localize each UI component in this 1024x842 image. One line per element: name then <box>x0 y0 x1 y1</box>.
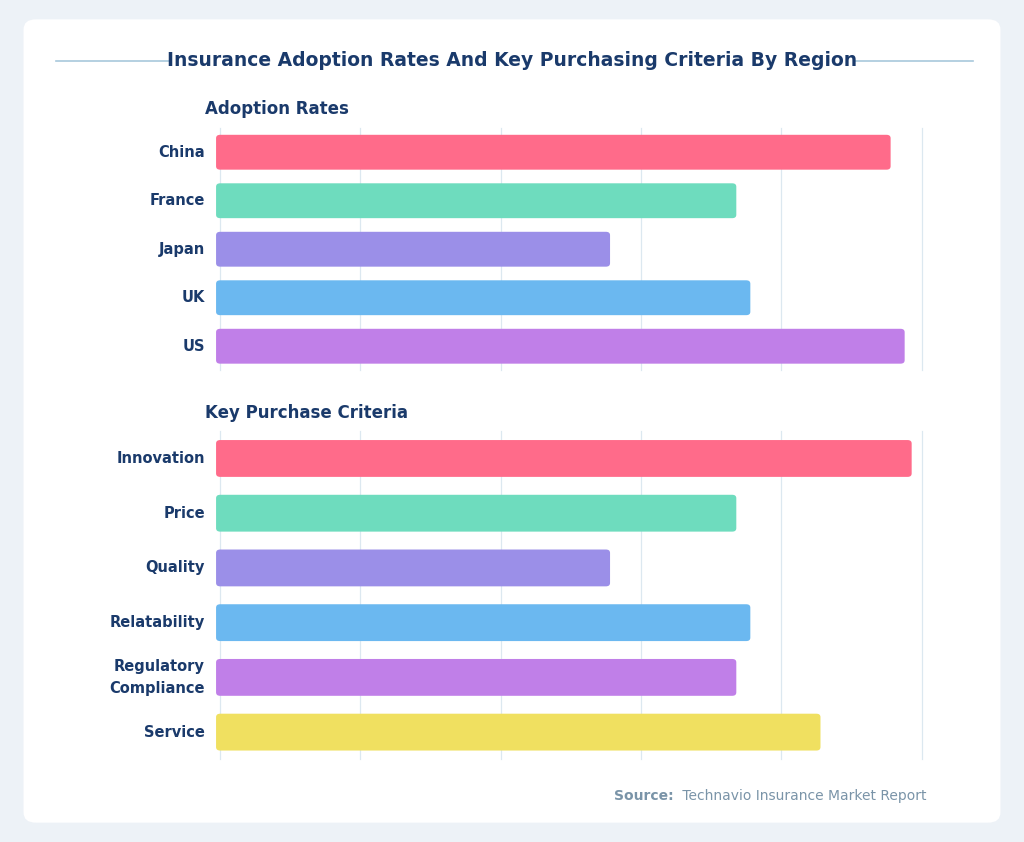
FancyBboxPatch shape <box>216 714 820 750</box>
Text: Innovation: Innovation <box>117 451 205 466</box>
FancyBboxPatch shape <box>216 232 610 267</box>
Text: UK: UK <box>181 290 205 306</box>
Text: Insurance Adoption Rates And Key Purchasing Criteria By Region: Insurance Adoption Rates And Key Purchas… <box>167 51 857 70</box>
Text: Adoption Rates: Adoption Rates <box>205 100 349 119</box>
FancyBboxPatch shape <box>216 605 751 641</box>
Text: Japan: Japan <box>159 242 205 257</box>
Text: Compliance: Compliance <box>110 681 205 695</box>
Text: China: China <box>158 145 205 160</box>
Text: Regulatory: Regulatory <box>114 659 205 674</box>
Text: France: France <box>150 193 205 208</box>
FancyBboxPatch shape <box>216 659 736 695</box>
FancyBboxPatch shape <box>216 550 610 586</box>
Text: Quality: Quality <box>145 561 205 575</box>
FancyBboxPatch shape <box>24 19 1000 823</box>
Text: Price: Price <box>163 506 205 520</box>
Text: Service: Service <box>144 725 205 739</box>
FancyBboxPatch shape <box>216 184 736 218</box>
Text: Key Purchase Criteria: Key Purchase Criteria <box>205 403 408 422</box>
Text: Relatability: Relatability <box>110 616 205 630</box>
Text: Technavio Insurance Market Report: Technavio Insurance Market Report <box>678 789 927 802</box>
Text: Source:: Source: <box>614 789 674 802</box>
FancyBboxPatch shape <box>216 440 911 477</box>
FancyBboxPatch shape <box>216 280 751 315</box>
FancyBboxPatch shape <box>216 495 736 531</box>
Text: US: US <box>182 338 205 354</box>
FancyBboxPatch shape <box>216 135 891 170</box>
FancyBboxPatch shape <box>216 328 904 364</box>
